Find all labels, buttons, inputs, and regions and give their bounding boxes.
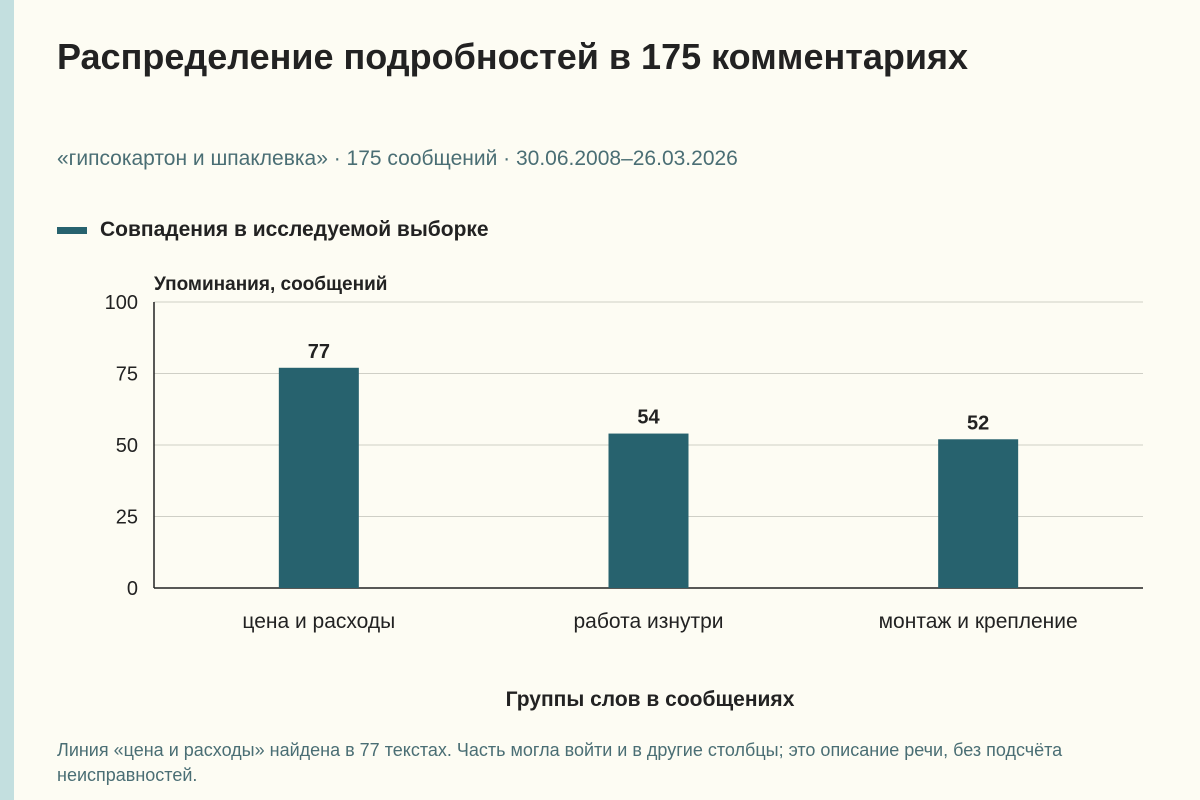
legend-swatch <box>57 226 87 234</box>
y-tick-label: 75 <box>116 364 138 386</box>
footnote: Линия «цена и расходы» найдена в 77 текс… <box>57 740 1063 785</box>
x-tick-label: монтаж и крепление <box>879 610 1078 633</box>
x-tick-label: работа изнутри <box>574 610 724 633</box>
bar-value-label: 52 <box>967 412 989 434</box>
label-layer: 0 25 50 75 100 77 цена и расходы 54 работа изнут… <box>105 292 1078 633</box>
y-tick-label: 100 <box>105 292 138 314</box>
bar <box>608 433 689 588</box>
y-tick-label: 0 <box>127 578 138 600</box>
legend: Совпадения в исследуемой выборке <box>57 218 489 242</box>
bar-layer <box>278 367 1019 588</box>
bar-value-label: 54 <box>637 407 660 429</box>
bar <box>278 367 359 588</box>
y-tick-label: 50 <box>116 435 138 457</box>
x-tick-label: цена и расходы <box>242 610 395 633</box>
legend-label: Совпадения в исследуемой выборке <box>100 218 489 241</box>
y-tick-label: 25 <box>116 507 138 529</box>
y-axis-label: Упоминания, сообщений <box>154 274 388 295</box>
bar <box>938 439 1019 588</box>
bar-value-label: 77 <box>308 341 330 363</box>
chart-title: Распределение подробностей в 175 коммент… <box>57 36 969 77</box>
x-axis-label: Группы слов в сообщениях <box>505 688 795 711</box>
chart-subtitle: «гипсокартон и шпаклевка» · 175 сообщени… <box>57 147 738 170</box>
side-strip <box>0 0 14 800</box>
